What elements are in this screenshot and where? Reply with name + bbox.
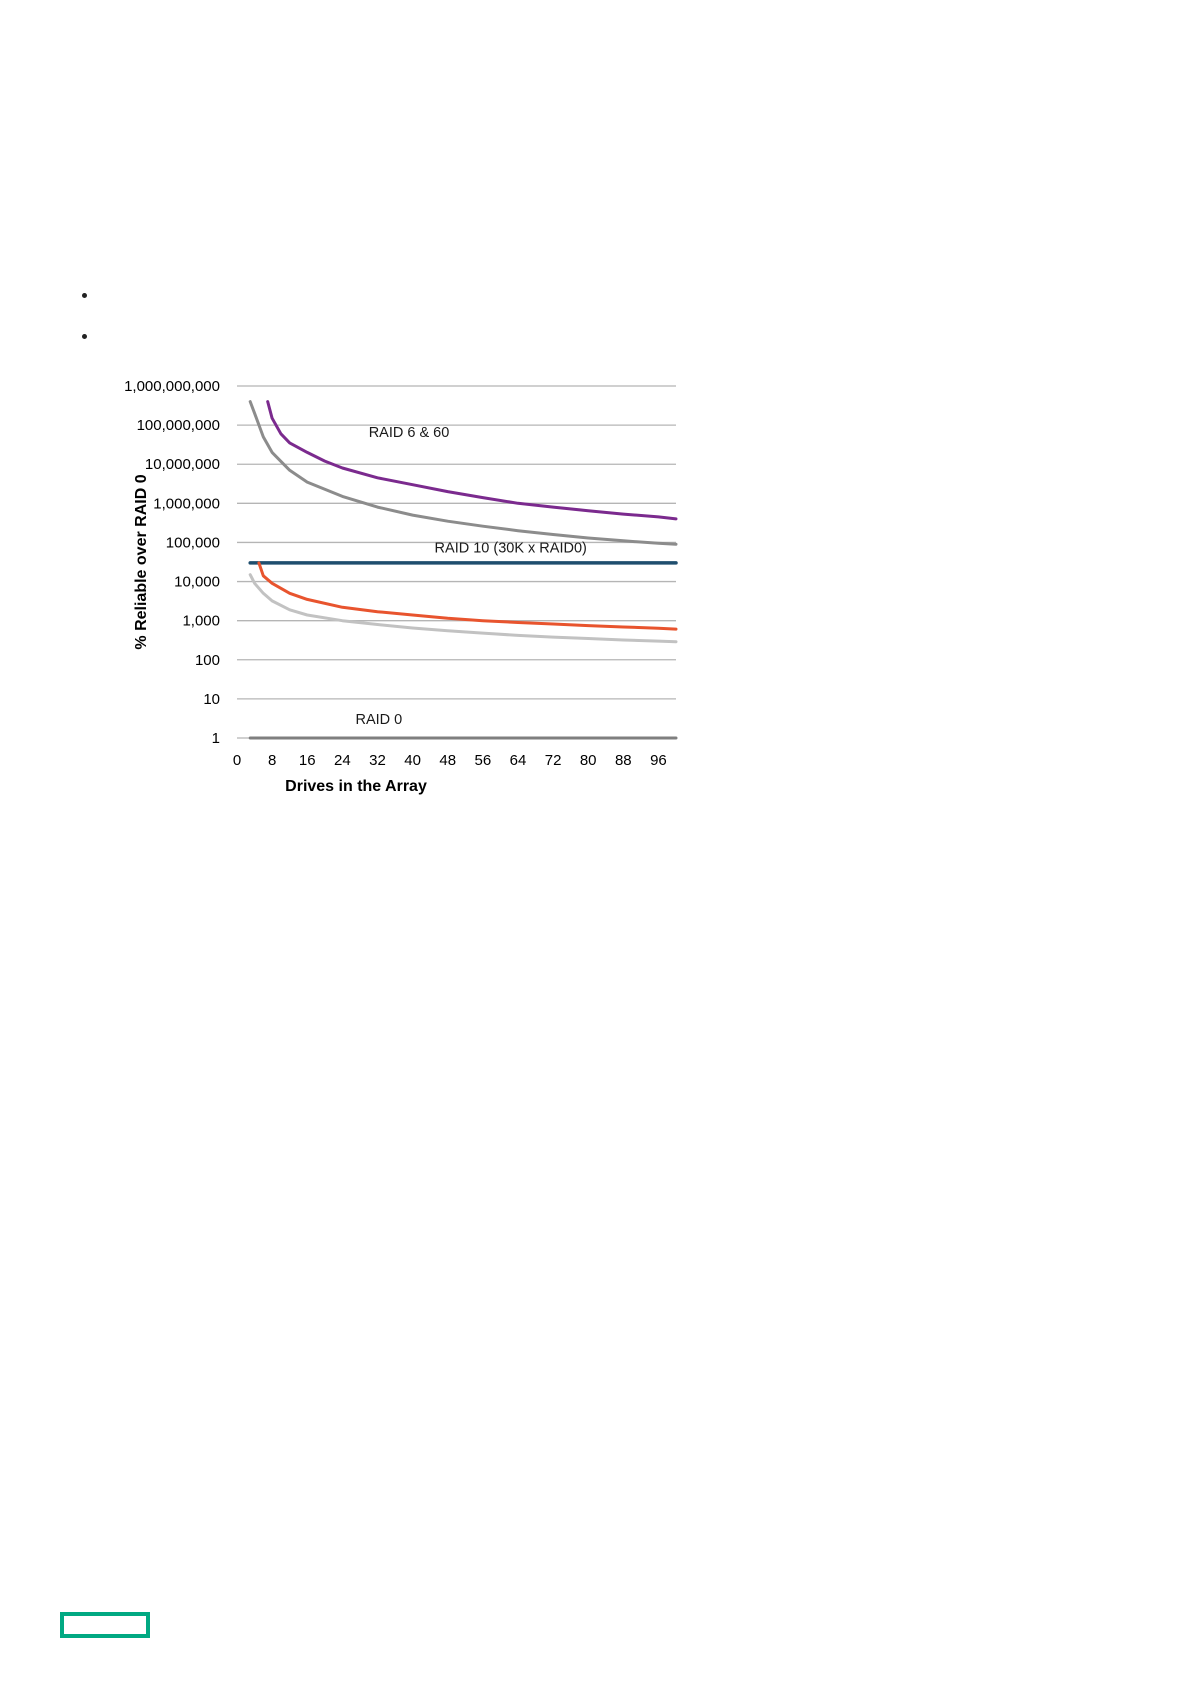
series-line-light_gray [248,573,678,644]
x-tick-label: 64 [510,752,527,769]
y-tick-label: 1,000,000 [153,495,220,512]
series-annotation: RAID 6 & 60 [369,425,450,441]
y-tick-label: 100 [195,652,220,669]
x-tick-label: 72 [545,752,562,769]
y-tick-label: 10,000 [174,574,220,591]
x-tick-label: 32 [369,752,386,769]
bullet-point [82,334,87,339]
hpe-logo [60,1612,150,1638]
series-annotation: RAID 10 (30K x RAID0) [435,541,587,557]
x-tick-label: 8 [268,752,276,769]
y-tick-label: 1,000 [182,613,220,630]
y-tick-label: 1,000,000,000 [124,378,220,395]
x-tick-label: 56 [474,752,491,769]
series-annotation: RAID 0 [356,712,403,728]
chart-annotations: RAID 6 & 60 RAID 10 (30K x RAID0) RAID 0 [356,425,587,728]
bullet-point [82,293,87,298]
x-tick-label: 96 [650,752,667,769]
x-tick-label: 48 [439,752,456,769]
x-tick-labels: 0 8 16 24 32 40 48 56 64 72 80 88 96 [233,752,667,769]
y-tick-labels: 1 10 100 1,000 10,000 100,000 1,000,000 10,000,… [124,378,220,747]
reliability-chart: 1 10 100 1,000 10,000 100,000 1,000,000 10,000,… [124,378,678,795]
y-tick-label: 100,000,000 [137,417,220,434]
x-tick-label: 88 [615,752,632,769]
y-tick-label: 10,000,000 [145,456,220,473]
x-tick-label: 16 [299,752,316,769]
y-tick-label: 10 [203,691,220,708]
x-tick-label: 80 [580,752,597,769]
x-tick-label: 24 [334,752,351,769]
series-line-purple [266,400,678,521]
y-tick-label: 100,000 [166,534,220,551]
series-line-orange [257,561,678,631]
series-line-dark_gray [248,400,678,546]
y-tick-label: 1 [212,730,220,747]
y-axis-title: % Reliable over RAID 0 [133,474,150,649]
x-tick-label: 0 [233,752,241,769]
x-tick-label: 40 [404,752,421,769]
chart-series [248,400,678,740]
x-axis-title: Drives in the Array [285,778,427,795]
